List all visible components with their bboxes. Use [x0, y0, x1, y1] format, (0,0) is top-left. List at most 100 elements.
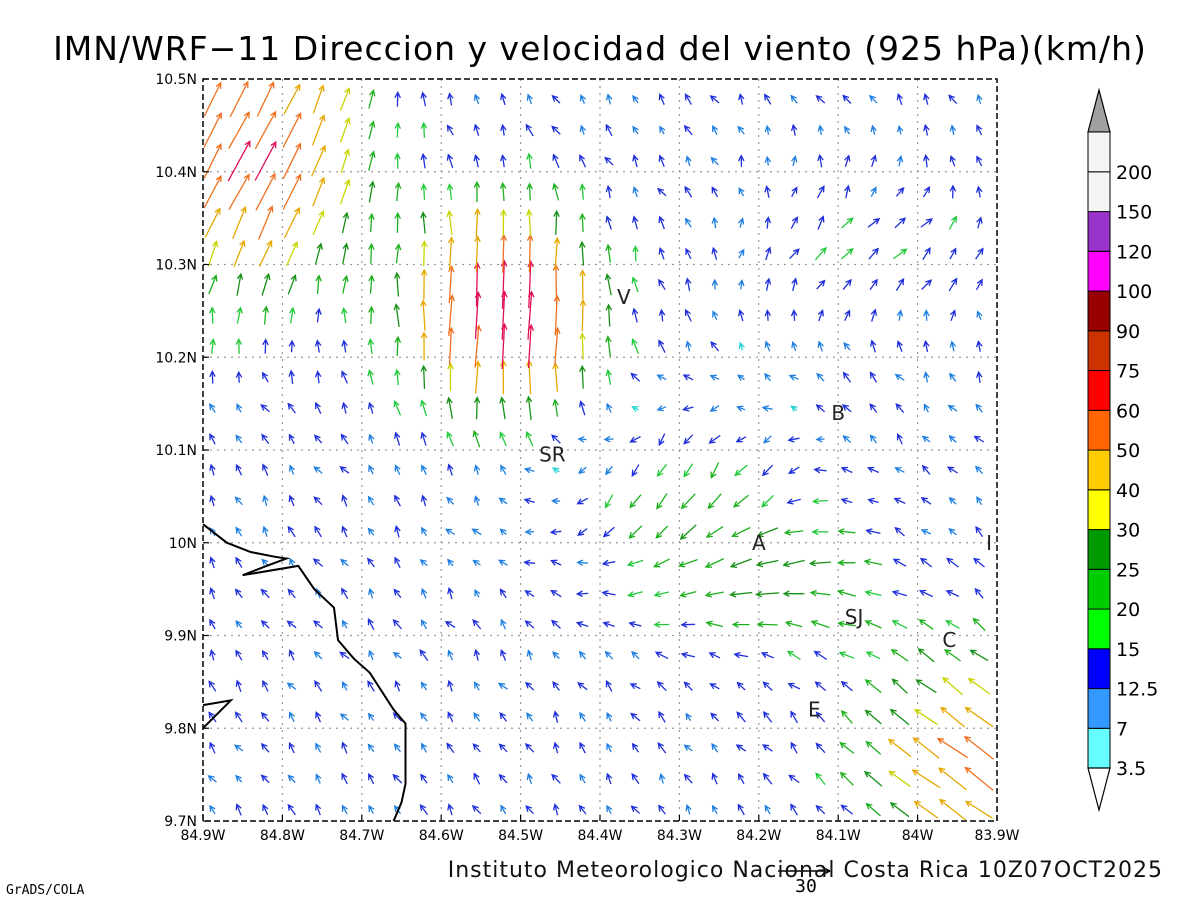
colorbar-label: 7	[1116, 718, 1128, 740]
wind-arrow	[341, 587, 349, 600]
colorbar-label: 90	[1116, 321, 1140, 343]
wind-arrow	[603, 435, 614, 443]
wind-arrow	[761, 464, 774, 477]
wind-arrow	[948, 496, 957, 505]
wind-arrow	[313, 466, 323, 474]
place-label: A	[752, 531, 766, 555]
wind-arrow	[447, 679, 454, 692]
wind-arrow	[394, 556, 401, 569]
wind-arrow	[921, 279, 933, 290]
wind-arrow	[209, 433, 216, 445]
x-tick-label: 84.3W	[657, 828, 702, 844]
wind-arrow	[896, 309, 904, 321]
wind-arrow	[842, 371, 852, 383]
wind-arrow	[656, 680, 667, 692]
wind-arrow	[709, 374, 720, 381]
wind-arrow	[524, 681, 535, 691]
wind-arrow	[526, 772, 533, 784]
wind-arrow	[815, 94, 826, 104]
colorbar-label: 40	[1116, 480, 1140, 502]
wind-arrow	[870, 154, 877, 168]
wind-arrow	[870, 124, 877, 135]
wind-arrow	[630, 372, 641, 382]
wind-arrow	[209, 804, 216, 815]
wind-arrow	[203, 174, 222, 209]
colorbar-label: 100	[1116, 281, 1152, 303]
wind-arrow	[632, 154, 639, 168]
wind-arrow	[790, 155, 798, 167]
wind-arrow	[341, 370, 348, 384]
wind-arrow	[923, 309, 930, 321]
wind-arrow	[314, 679, 323, 692]
wind-arrow	[677, 558, 698, 568]
wind-arrow	[208, 680, 217, 692]
wind-arrow	[864, 620, 882, 629]
wind-arrow	[837, 559, 856, 567]
wind-arrow	[705, 620, 724, 628]
wind-arrow	[446, 209, 453, 235]
wind-arrow	[288, 306, 296, 324]
y-tick-label: 10.3N	[155, 258, 197, 274]
wind-arrow	[236, 403, 243, 413]
wind-arrow	[444, 528, 456, 536]
wind-arrow	[231, 205, 247, 240]
wind-arrow	[577, 528, 588, 537]
wind-arrow	[711, 772, 718, 785]
wind-arrow	[579, 773, 586, 784]
wind-arrow	[949, 372, 957, 382]
wind-arrow	[896, 433, 903, 445]
x-axis-ticks: 84.9W 84.8W 84.7W 84.6W 84.5W 84.4W 84.3W 84.2W…	[180, 815, 1020, 844]
wind-arrow	[471, 804, 482, 815]
wind-arrow	[964, 800, 993, 819]
wind-arrow	[974, 587, 984, 599]
wind-arrow	[526, 152, 533, 169]
x-tick-label: 84.5W	[498, 828, 543, 844]
wind-arrow	[394, 90, 401, 107]
colorbar-segment	[1087, 330, 1111, 372]
place-label: SR	[539, 443, 566, 467]
wind-arrow	[604, 494, 614, 509]
x-tick-label: 84.9W	[180, 828, 225, 844]
wind-arrow	[711, 216, 719, 229]
wind-arrow	[261, 649, 269, 661]
wind-arrow	[234, 588, 243, 599]
wind-arrow	[523, 559, 536, 567]
wind-arrow	[524, 620, 535, 629]
wind-arrow	[601, 559, 616, 567]
wind-arrow	[286, 682, 297, 690]
wind-arrow	[605, 368, 612, 385]
wind-arrow	[235, 434, 243, 444]
wind-arrow	[368, 649, 375, 661]
wind-arrow	[972, 617, 986, 631]
wind-arrow	[967, 677, 991, 695]
y-tick-label: 9.8N	[164, 721, 197, 737]
wind-arrow	[394, 335, 402, 356]
wind-arrow	[948, 94, 958, 105]
wind-arrow	[315, 742, 322, 753]
wind-arrow	[790, 309, 798, 321]
wind-arrow	[683, 773, 693, 784]
wind-arrow	[367, 743, 375, 753]
wind-arrow	[282, 142, 302, 179]
wind-arrow	[446, 183, 454, 200]
wind-arrow	[578, 240, 586, 266]
wind-arrow	[446, 496, 455, 505]
wind-arrow	[261, 433, 270, 445]
wind-arrow	[420, 526, 428, 537]
wind-arrow	[842, 278, 852, 291]
place-label: I	[986, 531, 992, 555]
wind-arrow	[606, 742, 613, 753]
y-tick-label: 10N	[169, 536, 197, 552]
wind-arrow	[254, 110, 277, 150]
wind-arrow	[550, 559, 562, 566]
wind-arrow	[976, 93, 983, 105]
wind-arrow	[552, 710, 560, 723]
wind-arrow	[420, 431, 427, 446]
wind-arrow	[394, 368, 401, 386]
wind-arrow	[911, 769, 941, 789]
wind-arrow	[283, 206, 300, 239]
wind-arrow	[341, 401, 348, 414]
wind-arrow	[787, 682, 801, 690]
y-tick-label: 10.1N	[155, 443, 197, 459]
